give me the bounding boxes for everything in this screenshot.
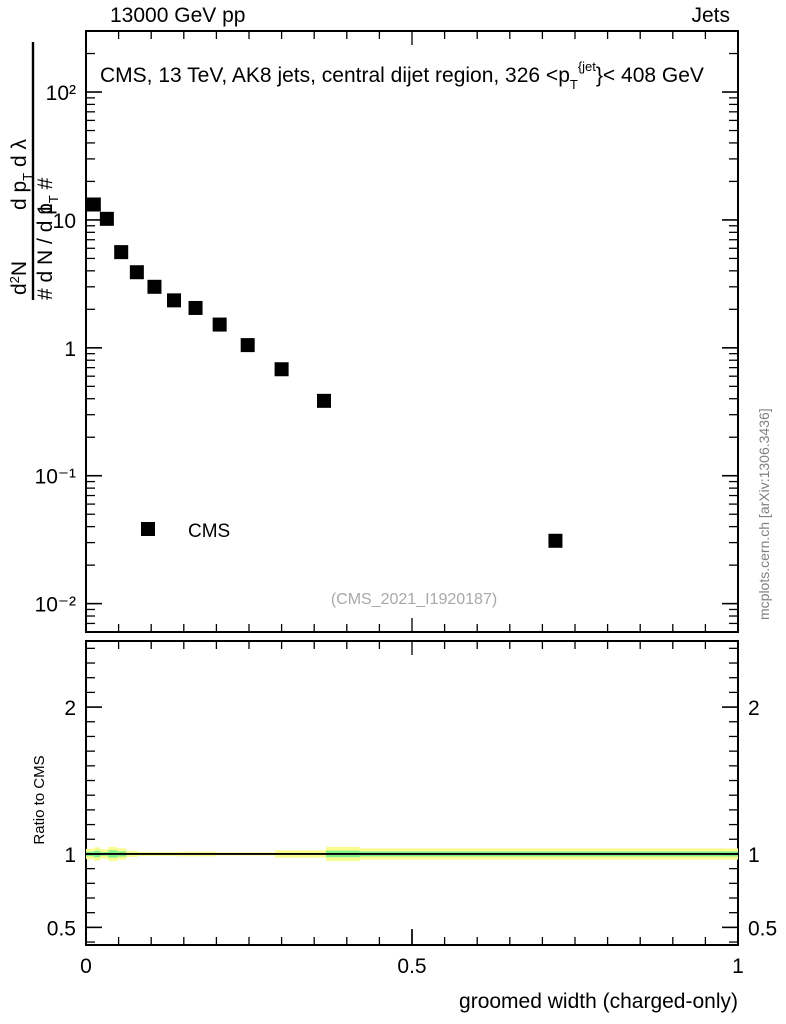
main-y-tick-label: 10⁻¹ bbox=[35, 466, 76, 489]
ratio-y-tick-label-left: 1 bbox=[64, 844, 76, 867]
main-y-tick-label: 10² bbox=[46, 82, 76, 105]
main-plot-title: CMS, 13 TeV, AK8 jets, central dijet reg… bbox=[100, 59, 704, 92]
header-left-text: 13000 GeV pp bbox=[110, 4, 245, 27]
main-y-tick-label: 10⁻² bbox=[35, 594, 76, 617]
main-ylabel-numerator-denom: d pT d λ bbox=[8, 138, 35, 210]
main-ylabel-numerator: d2N bbox=[7, 261, 31, 295]
data-point-marker bbox=[274, 362, 289, 377]
main-ylabel-denominator: # d N / d pT # bbox=[34, 177, 61, 300]
main-y-tick-label: 1 bbox=[64, 338, 76, 361]
series-cms bbox=[86, 197, 563, 548]
main-y-tick-label: 10 bbox=[53, 210, 76, 233]
data-point-marker bbox=[240, 338, 255, 353]
ratio-y-tick-label-right: 0.5 bbox=[748, 917, 777, 940]
ratio-y-tick-label-right: 1 bbox=[748, 844, 760, 867]
data-point-marker bbox=[212, 317, 227, 332]
data-point-marker bbox=[167, 293, 182, 308]
generated-plot-layer: 13000 GeV pp Jets CMS, 13 TeV, AK8 jets, c… bbox=[7, 4, 777, 1013]
data-point-marker bbox=[99, 211, 114, 226]
x-axis-label: groomed width (charged-only) bbox=[459, 990, 738, 1013]
ratio-y-tick-label-left: 0.5 bbox=[47, 917, 76, 940]
data-point-marker bbox=[147, 279, 162, 294]
main-ylabel-one: 1 bbox=[34, 203, 57, 215]
analysis-watermark: (CMS_2021_I1920187) bbox=[331, 591, 497, 608]
legend-label: CMS bbox=[188, 521, 230, 542]
x-axis-tick-label: 0.5 bbox=[397, 955, 426, 978]
ratio-y-tick-label-right: 2 bbox=[748, 697, 760, 720]
legend-marker bbox=[141, 522, 155, 536]
x-axis-tick-label: 0 bbox=[80, 955, 92, 978]
ratio-y-tick-label-left: 2 bbox=[64, 697, 76, 720]
data-point-marker bbox=[86, 197, 101, 212]
ratio-panel-frame bbox=[85, 640, 739, 946]
main-panel-frame bbox=[85, 30, 739, 633]
x-axis-tick-label: 1 bbox=[732, 955, 744, 978]
data-point-marker bbox=[548, 533, 563, 548]
data-point-marker bbox=[114, 245, 129, 260]
data-point-marker bbox=[188, 300, 203, 315]
data-point-marker bbox=[316, 393, 331, 408]
data-point-marker bbox=[129, 265, 144, 280]
mcplots-credit-text: mcplots.cern.ch [arXiv:1306.3436] bbox=[756, 408, 772, 620]
header-right-text: Jets bbox=[691, 4, 730, 27]
ratio-y-axis-label: Ratio to CMS bbox=[31, 755, 48, 844]
